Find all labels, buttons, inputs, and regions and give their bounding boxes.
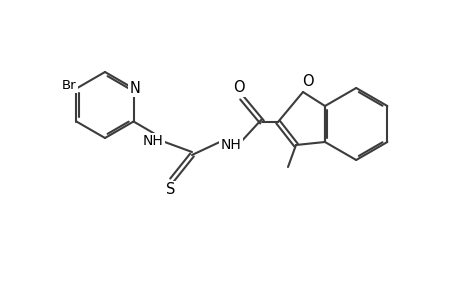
Text: NH: NH xyxy=(220,138,241,152)
Text: O: O xyxy=(302,74,313,89)
Text: N: N xyxy=(129,81,140,96)
Text: Br: Br xyxy=(62,79,76,92)
Text: S: S xyxy=(166,182,175,197)
Text: NH: NH xyxy=(142,134,163,148)
Text: O: O xyxy=(233,80,244,95)
